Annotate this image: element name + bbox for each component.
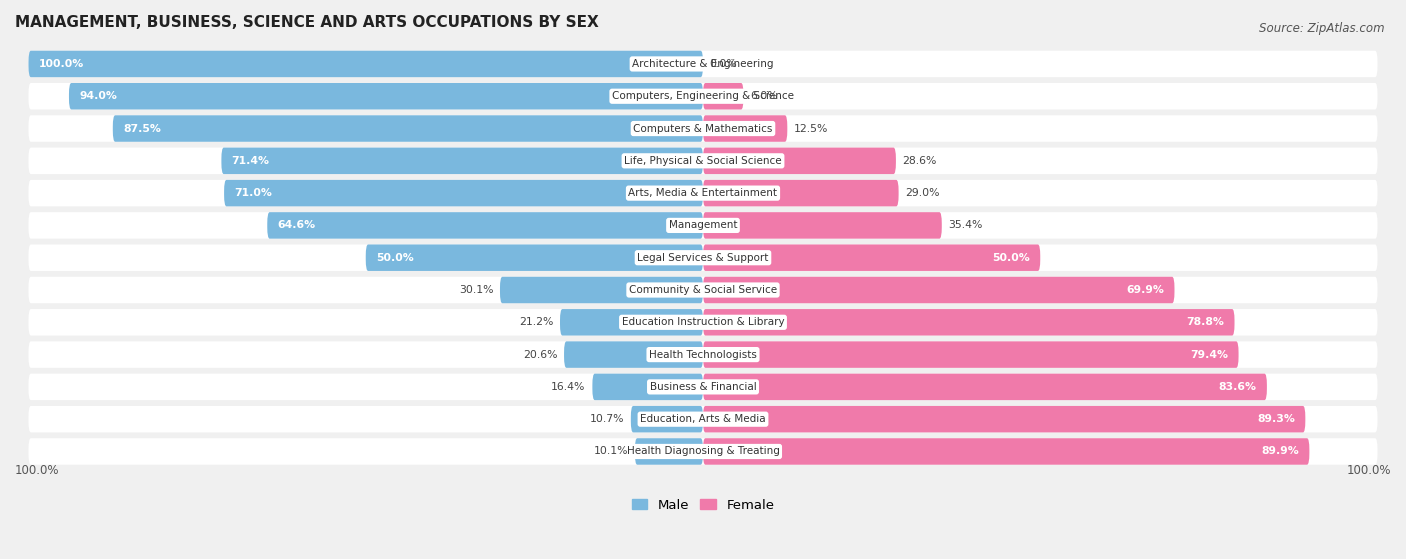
FancyBboxPatch shape xyxy=(703,438,1309,465)
FancyBboxPatch shape xyxy=(703,309,1234,335)
FancyBboxPatch shape xyxy=(267,212,703,239)
FancyBboxPatch shape xyxy=(703,406,1305,433)
Text: 50.0%: 50.0% xyxy=(993,253,1031,263)
Text: 10.1%: 10.1% xyxy=(593,447,628,457)
FancyBboxPatch shape xyxy=(112,115,703,142)
FancyBboxPatch shape xyxy=(69,83,703,110)
Text: Health Technologists: Health Technologists xyxy=(650,349,756,359)
Text: 12.5%: 12.5% xyxy=(794,124,828,134)
Text: 0.0%: 0.0% xyxy=(710,59,738,69)
Text: 30.1%: 30.1% xyxy=(458,285,494,295)
Text: 78.8%: 78.8% xyxy=(1187,318,1225,328)
FancyBboxPatch shape xyxy=(28,342,1378,368)
FancyBboxPatch shape xyxy=(224,180,703,206)
Text: 35.4%: 35.4% xyxy=(949,220,983,230)
FancyBboxPatch shape xyxy=(28,309,1378,335)
FancyBboxPatch shape xyxy=(28,115,1378,142)
Text: Education Instruction & Library: Education Instruction & Library xyxy=(621,318,785,328)
Text: Business & Financial: Business & Financial xyxy=(650,382,756,392)
Text: 83.6%: 83.6% xyxy=(1219,382,1257,392)
FancyBboxPatch shape xyxy=(703,180,898,206)
Text: 10.7%: 10.7% xyxy=(589,414,624,424)
FancyBboxPatch shape xyxy=(592,373,703,400)
FancyBboxPatch shape xyxy=(703,244,1040,271)
Text: 89.9%: 89.9% xyxy=(1261,447,1299,457)
Text: 71.0%: 71.0% xyxy=(235,188,273,198)
Text: Computers, Engineering & Science: Computers, Engineering & Science xyxy=(612,91,794,101)
Text: Life, Physical & Social Science: Life, Physical & Social Science xyxy=(624,156,782,166)
Text: MANAGEMENT, BUSINESS, SCIENCE AND ARTS OCCUPATIONS BY SEX: MANAGEMENT, BUSINESS, SCIENCE AND ARTS O… xyxy=(15,15,599,30)
Text: 100.0%: 100.0% xyxy=(38,59,84,69)
FancyBboxPatch shape xyxy=(501,277,703,303)
Text: Architecture & Engineering: Architecture & Engineering xyxy=(633,59,773,69)
Text: 20.6%: 20.6% xyxy=(523,349,557,359)
FancyBboxPatch shape xyxy=(366,244,703,271)
Text: 100.0%: 100.0% xyxy=(15,463,59,477)
Text: 87.5%: 87.5% xyxy=(122,124,160,134)
FancyBboxPatch shape xyxy=(703,148,896,174)
FancyBboxPatch shape xyxy=(28,51,1378,77)
Text: 6.0%: 6.0% xyxy=(751,91,778,101)
FancyBboxPatch shape xyxy=(703,212,942,239)
FancyBboxPatch shape xyxy=(631,406,703,433)
Legend: Male, Female: Male, Female xyxy=(626,493,780,517)
FancyBboxPatch shape xyxy=(28,180,1378,206)
Text: Education, Arts & Media: Education, Arts & Media xyxy=(640,414,766,424)
FancyBboxPatch shape xyxy=(703,83,744,110)
FancyBboxPatch shape xyxy=(703,373,1267,400)
Text: 50.0%: 50.0% xyxy=(375,253,413,263)
Text: 28.6%: 28.6% xyxy=(903,156,936,166)
Text: Health Diagnosing & Treating: Health Diagnosing & Treating xyxy=(627,447,779,457)
FancyBboxPatch shape xyxy=(28,51,703,77)
Text: Computers & Mathematics: Computers & Mathematics xyxy=(633,124,773,134)
Text: 89.3%: 89.3% xyxy=(1257,414,1295,424)
FancyBboxPatch shape xyxy=(28,212,1378,239)
FancyBboxPatch shape xyxy=(703,115,787,142)
Text: 100.0%: 100.0% xyxy=(1347,463,1391,477)
Text: Community & Social Service: Community & Social Service xyxy=(628,285,778,295)
FancyBboxPatch shape xyxy=(28,373,1378,400)
FancyBboxPatch shape xyxy=(636,438,703,465)
Text: 79.4%: 79.4% xyxy=(1191,349,1229,359)
FancyBboxPatch shape xyxy=(564,342,703,368)
Text: 71.4%: 71.4% xyxy=(232,156,270,166)
FancyBboxPatch shape xyxy=(28,148,1378,174)
Text: Source: ZipAtlas.com: Source: ZipAtlas.com xyxy=(1260,22,1385,35)
Text: 69.9%: 69.9% xyxy=(1126,285,1164,295)
FancyBboxPatch shape xyxy=(28,438,1378,465)
Text: 21.2%: 21.2% xyxy=(519,318,553,328)
Text: 29.0%: 29.0% xyxy=(905,188,939,198)
FancyBboxPatch shape xyxy=(28,277,1378,303)
Text: 16.4%: 16.4% xyxy=(551,382,586,392)
Text: 64.6%: 64.6% xyxy=(277,220,315,230)
FancyBboxPatch shape xyxy=(560,309,703,335)
FancyBboxPatch shape xyxy=(221,148,703,174)
Text: Arts, Media & Entertainment: Arts, Media & Entertainment xyxy=(628,188,778,198)
FancyBboxPatch shape xyxy=(28,244,1378,271)
FancyBboxPatch shape xyxy=(28,83,1378,110)
Text: 94.0%: 94.0% xyxy=(79,91,117,101)
Text: Management: Management xyxy=(669,220,737,230)
FancyBboxPatch shape xyxy=(703,342,1239,368)
Text: Legal Services & Support: Legal Services & Support xyxy=(637,253,769,263)
FancyBboxPatch shape xyxy=(703,277,1174,303)
FancyBboxPatch shape xyxy=(28,406,1378,433)
